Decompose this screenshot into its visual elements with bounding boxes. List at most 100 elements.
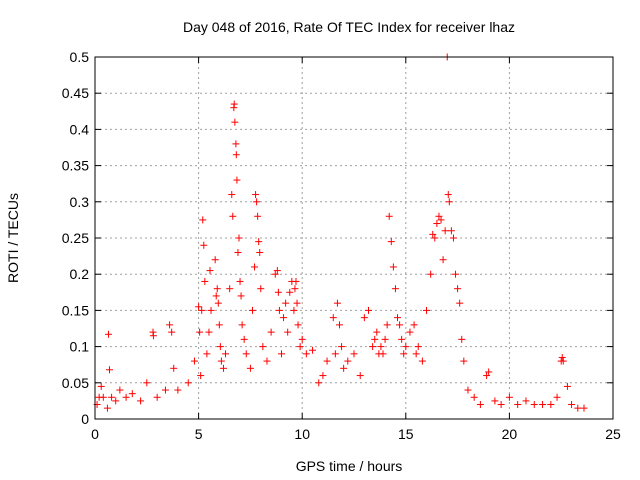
data-point <box>232 151 240 159</box>
data-point <box>350 350 358 358</box>
data-point <box>233 176 241 184</box>
data-point <box>271 270 279 278</box>
chart-title: Day 048 of 2016, Rate Of TEC Index for r… <box>183 19 515 35</box>
data-point <box>253 198 261 206</box>
data-point <box>563 382 571 390</box>
data-point <box>213 285 221 293</box>
data-point <box>433 220 441 228</box>
data-point <box>212 292 220 300</box>
data-point <box>580 404 588 412</box>
data-point <box>447 227 455 235</box>
data-point <box>323 357 331 365</box>
data-point <box>458 335 466 343</box>
data-point <box>485 368 493 376</box>
data-point <box>274 288 282 296</box>
x-tick-label: 20 <box>502 426 518 442</box>
data-point <box>340 364 348 372</box>
data-point <box>231 118 239 126</box>
data-point <box>414 343 422 351</box>
data-point <box>97 382 105 390</box>
data-point <box>383 321 391 329</box>
data-point <box>445 198 453 206</box>
y-tick-label: 0.05 <box>62 375 89 391</box>
data-point <box>99 393 107 401</box>
data-point <box>439 256 447 264</box>
data-point <box>255 238 263 246</box>
y-tick-label: 0.35 <box>62 158 89 174</box>
y-tick-label: 0.15 <box>62 302 89 318</box>
data-point <box>333 299 341 307</box>
data-point <box>248 306 256 314</box>
data-point <box>235 234 243 242</box>
data-point <box>505 393 513 401</box>
data-point <box>423 306 431 314</box>
data-point <box>369 343 377 351</box>
data-point <box>431 234 439 242</box>
data-point <box>174 386 182 394</box>
data-point <box>203 350 211 358</box>
data-point <box>206 267 214 275</box>
data-point <box>387 238 395 246</box>
data-point <box>236 277 244 285</box>
data-point <box>137 397 145 405</box>
data-point <box>200 241 208 249</box>
data-point <box>290 306 298 314</box>
data-point <box>240 335 248 343</box>
data-point <box>116 386 124 394</box>
data-point <box>284 328 292 336</box>
data-point <box>196 328 204 336</box>
data-point <box>402 343 410 351</box>
data-point <box>452 270 460 278</box>
data-point <box>168 328 176 336</box>
data-point <box>108 393 116 401</box>
data-point <box>195 303 203 311</box>
data-point <box>309 346 317 354</box>
data-point <box>275 306 283 314</box>
y-tick-label: 0.2 <box>70 266 90 282</box>
x-tick-label: 10 <box>294 426 310 442</box>
data-point <box>389 263 397 271</box>
x-tick-label: 0 <box>91 426 99 442</box>
y-tick-label: 0.4 <box>70 121 90 137</box>
data-point <box>381 335 389 343</box>
data-point <box>470 393 478 401</box>
data-point <box>294 321 302 329</box>
y-axis-label: ROTI / TECUs <box>5 193 21 283</box>
data-point <box>547 401 555 409</box>
axis-ticks <box>94 56 614 420</box>
data-point <box>128 390 136 398</box>
data-point <box>315 379 323 387</box>
data-point <box>143 379 151 387</box>
data-point <box>329 314 337 322</box>
data-point <box>106 366 114 374</box>
data-point <box>207 306 215 314</box>
data-point <box>217 357 225 365</box>
data-point <box>427 270 435 278</box>
data-point <box>429 230 437 238</box>
data-point <box>373 328 381 336</box>
data-point <box>149 332 157 340</box>
data-point <box>246 364 254 372</box>
data-point <box>396 321 404 329</box>
data-point <box>122 393 130 401</box>
data-point <box>263 357 271 365</box>
data-point <box>338 343 346 351</box>
data-point <box>553 393 561 401</box>
data-point <box>406 328 414 336</box>
data-point <box>441 227 449 235</box>
data-point <box>184 379 192 387</box>
data-point <box>242 350 250 358</box>
data-point <box>251 263 259 271</box>
x-tick-label: 25 <box>605 426 621 442</box>
data-point <box>454 285 462 293</box>
scatter-points <box>93 53 588 412</box>
data-point <box>237 292 245 300</box>
data-point <box>335 321 343 329</box>
data-point <box>277 350 285 358</box>
y-tick-label: 0.45 <box>62 85 89 101</box>
data-point <box>230 100 238 108</box>
data-point <box>302 350 310 358</box>
data-point <box>216 343 224 351</box>
data-point <box>412 350 420 358</box>
